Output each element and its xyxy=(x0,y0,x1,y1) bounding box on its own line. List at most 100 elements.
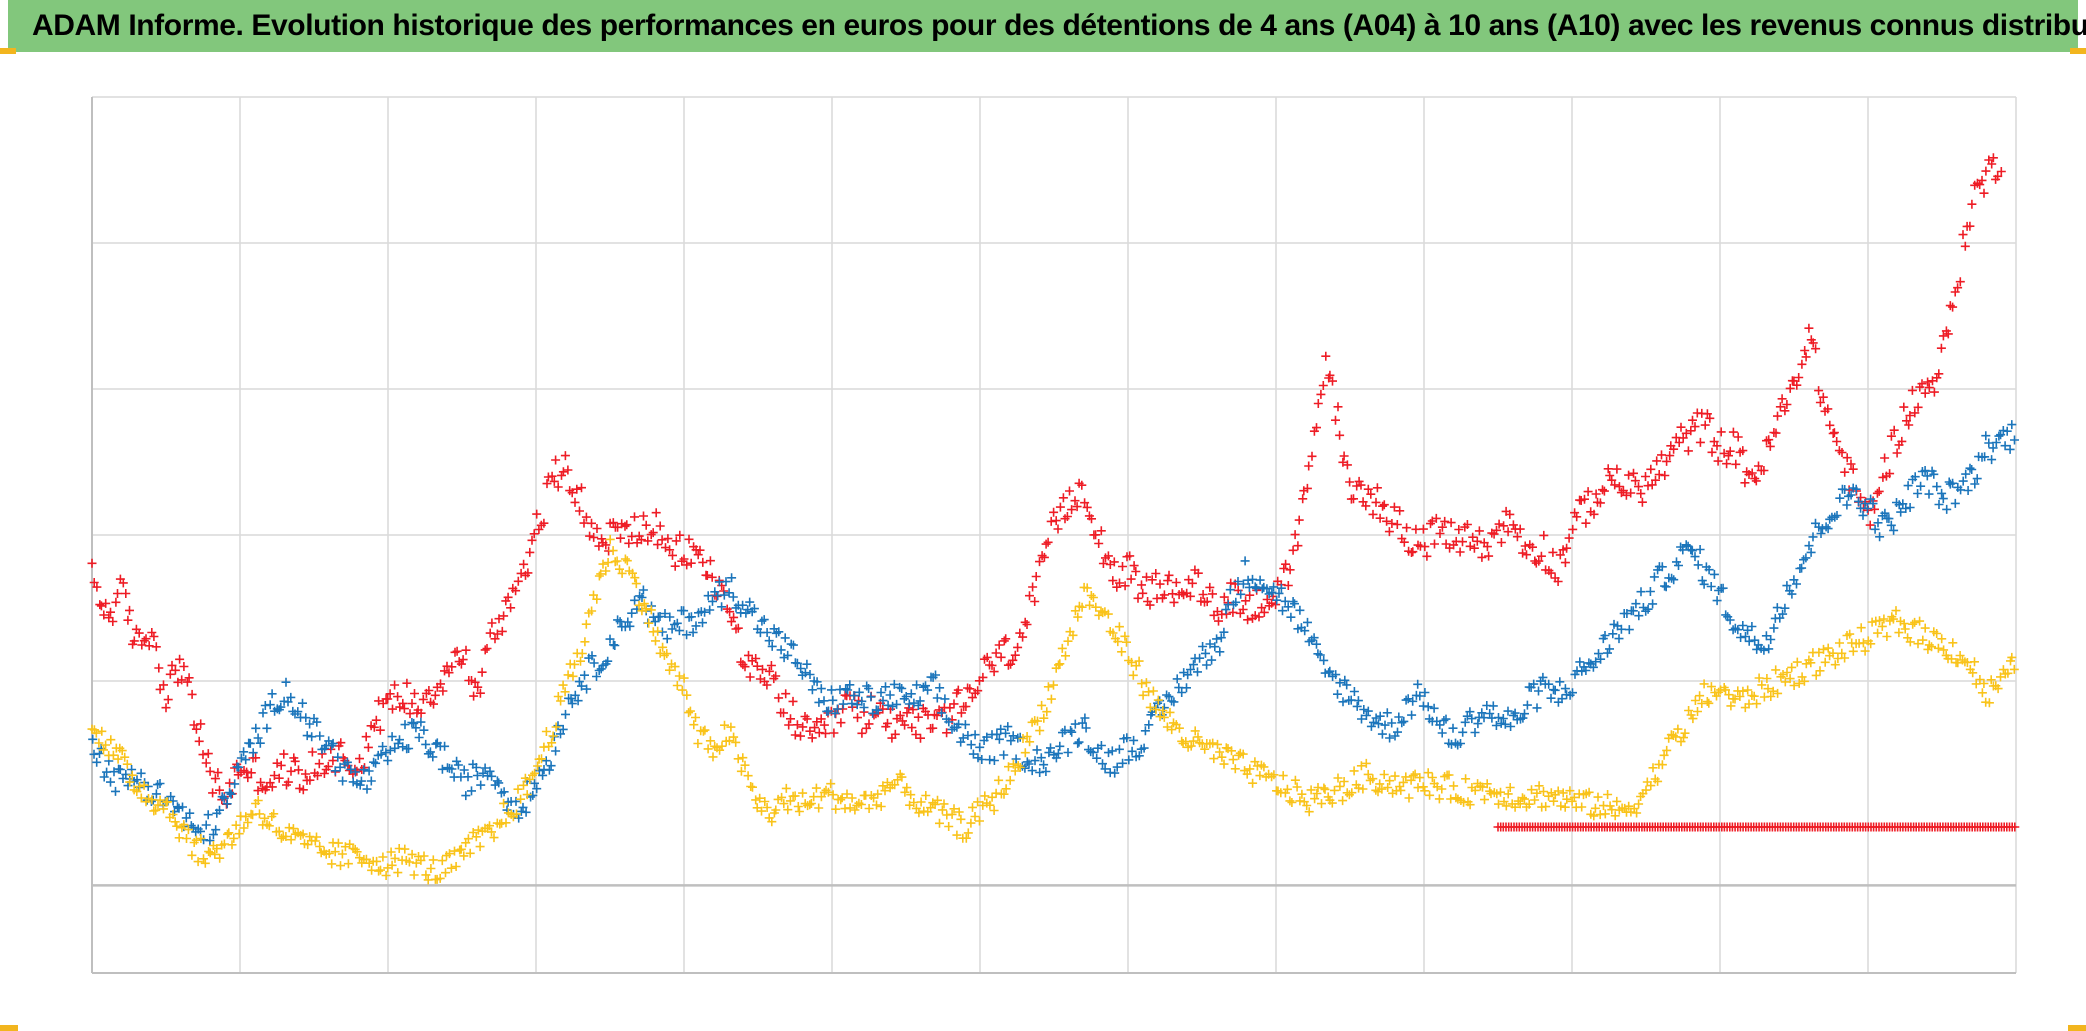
yellow-point xyxy=(966,818,976,828)
blue-point xyxy=(516,806,526,816)
blue-point xyxy=(1377,729,1387,739)
yellow-point xyxy=(823,787,833,797)
yellow-point xyxy=(748,782,757,792)
red-point xyxy=(1294,515,1304,525)
blue-point xyxy=(1608,629,1618,639)
red-point xyxy=(210,774,220,784)
blue-point xyxy=(428,752,438,762)
yellow-point xyxy=(387,860,397,870)
blue-point xyxy=(521,807,531,817)
blue-point xyxy=(453,760,463,770)
yellow-point xyxy=(781,783,791,793)
yellow-point xyxy=(674,671,684,681)
blue-point xyxy=(705,605,715,615)
yellow-point xyxy=(1461,774,1471,784)
red-point xyxy=(1133,593,1143,603)
red-point xyxy=(589,532,599,542)
blue-point xyxy=(1169,697,1179,707)
yellow-point xyxy=(1673,724,1683,734)
red-point xyxy=(643,536,653,546)
red-point xyxy=(196,719,206,729)
red-point xyxy=(1420,542,1430,552)
blue-point xyxy=(567,699,577,709)
yellow-point xyxy=(147,795,157,805)
yellow-point xyxy=(219,839,229,849)
blue-point xyxy=(1948,478,1958,488)
yellow-point xyxy=(1612,796,1622,806)
red-point xyxy=(551,455,561,465)
blue-point xyxy=(1272,595,1282,605)
yellow-point xyxy=(1688,714,1698,724)
blue-point xyxy=(419,725,429,735)
blue-point xyxy=(570,690,580,700)
yellow-point xyxy=(196,834,206,843)
red-point xyxy=(1907,385,1917,395)
red-point xyxy=(1955,277,1965,287)
red-point xyxy=(1041,539,1051,549)
red-point xyxy=(383,694,393,704)
yellow-point xyxy=(608,546,618,556)
red-point xyxy=(585,531,595,541)
blue-point xyxy=(350,767,360,777)
red-point xyxy=(444,668,454,678)
yellow-point xyxy=(132,787,142,797)
blue-point xyxy=(1889,525,1899,535)
red-point xyxy=(527,535,537,545)
blue-point xyxy=(234,762,244,772)
yellow-point xyxy=(634,600,644,610)
red-point xyxy=(529,529,539,539)
blue-point xyxy=(1546,693,1556,703)
blue-point xyxy=(1333,689,1342,699)
yellow-point xyxy=(845,803,855,813)
red-point xyxy=(1801,352,1811,362)
red-point xyxy=(184,673,194,683)
yellow-point xyxy=(170,817,180,827)
red-point xyxy=(1765,441,1775,451)
red-point xyxy=(1185,591,1195,601)
red-point xyxy=(1065,486,1074,496)
yellow-point xyxy=(1377,784,1387,794)
blue-point xyxy=(1965,463,1975,473)
blue-point xyxy=(637,593,647,602)
blue-point xyxy=(276,702,286,712)
red-point xyxy=(1637,497,1647,507)
red-point xyxy=(1169,597,1179,607)
red-point xyxy=(953,685,963,695)
red-point xyxy=(1307,451,1317,461)
red-point xyxy=(1245,590,1255,600)
red-point xyxy=(1725,446,1735,456)
red-point xyxy=(92,582,102,592)
blue-point xyxy=(471,763,481,772)
yellow-point xyxy=(1646,781,1656,791)
blue-point xyxy=(1465,707,1475,717)
red-point xyxy=(1616,488,1626,498)
red-point xyxy=(1814,386,1824,396)
axes xyxy=(91,97,2016,974)
blue-point xyxy=(1603,648,1612,658)
red-point xyxy=(355,754,364,764)
yellow-point xyxy=(726,722,736,732)
yellow-point xyxy=(355,853,364,863)
blue-point xyxy=(582,684,592,694)
yellow-point xyxy=(224,828,234,838)
yellow-point xyxy=(1148,686,1158,696)
blue-point xyxy=(1875,532,1885,542)
yellow-point xyxy=(1145,702,1155,712)
yellow-point xyxy=(1302,801,1312,810)
yellow-point xyxy=(1778,670,1788,679)
yellow-point xyxy=(1603,790,1613,799)
yellow-point xyxy=(260,813,270,823)
yellow-point xyxy=(1070,606,1080,616)
blue-point xyxy=(1331,670,1341,680)
blue-point xyxy=(1189,660,1198,670)
yellow-point xyxy=(1933,643,1943,653)
blue-point xyxy=(1884,514,1894,524)
red-point xyxy=(1764,435,1774,445)
red-point xyxy=(1399,537,1409,547)
blue-point xyxy=(745,597,755,607)
red-point xyxy=(1626,488,1636,498)
red-point xyxy=(251,753,261,763)
yellow-point xyxy=(1290,775,1300,785)
yellow-point xyxy=(1082,583,1092,593)
red-point xyxy=(1067,505,1077,515)
